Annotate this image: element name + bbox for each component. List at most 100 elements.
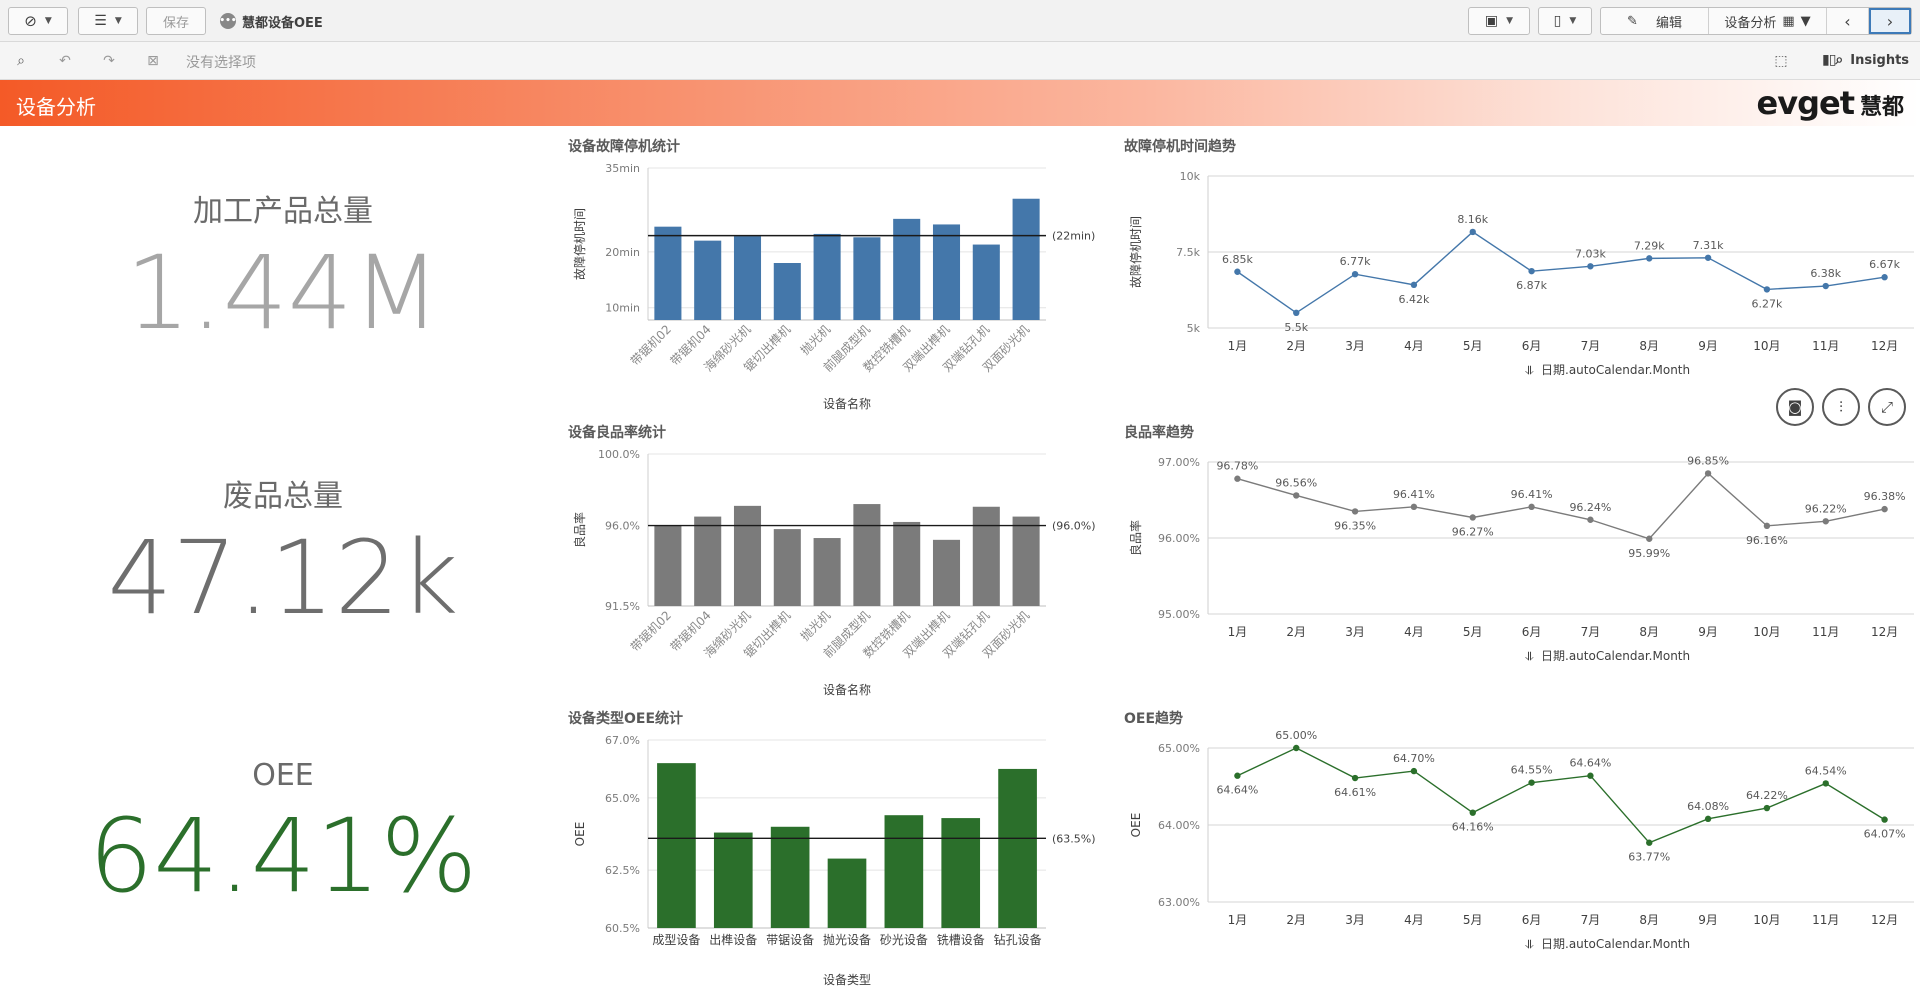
compass-icon: ⊘ xyxy=(24,12,37,30)
chart-tools: ◙ ⫶ ⤢ xyxy=(1776,388,1906,426)
adjust-icon[interactable]: ⫶ xyxy=(1822,388,1860,426)
reference-label: (96.0%) xyxy=(1052,520,1096,533)
y-tick-label: 64.00% xyxy=(1158,819,1200,832)
y-tick-label: 60.5% xyxy=(605,922,640,935)
data-label: 95.99% xyxy=(1628,547,1670,560)
no-selections-text: 没有选择项 xyxy=(186,55,256,71)
sheet-menu-button[interactable]: 设备分析 ▦ ▼ xyxy=(1709,8,1827,34)
clear-selections-icon[interactable]: ⊠ xyxy=(147,53,159,69)
chevron-down-icon: ▼ xyxy=(44,16,52,26)
data-label: 96.35% xyxy=(1334,519,1376,532)
yield-trend-chart[interactable]: 良品率趋势 95.00% 96.00% 97.00% 96.78% 1月 96.56% 2月… xyxy=(1124,422,1914,702)
bookmark-button[interactable]: ▯ ▼ xyxy=(1538,7,1592,35)
smart-search-icon[interactable]: ⌕ xyxy=(17,53,25,69)
x-tick-label: 7月 xyxy=(1581,339,1601,353)
app-title: ••• 慧都设备OEE xyxy=(219,11,323,31)
data-point xyxy=(1351,774,1359,782)
series-line xyxy=(1237,747,1885,844)
downtime-trend-chart[interactable]: 故障停机时间趋势 5k 7.5k 10k 6.85k 1月 5.5k 2月 6.77k 3月 6.… xyxy=(1124,136,1914,416)
data-label: 6.85k xyxy=(1222,253,1253,266)
y-axis-title: OEE xyxy=(573,822,587,847)
save-button[interactable]: 保存 xyxy=(146,7,206,35)
x-tick-label: 4月 xyxy=(1404,913,1424,927)
y-tick-label: 65.00% xyxy=(1158,742,1200,755)
present-button[interactable]: ▣ ▼ xyxy=(1468,7,1530,35)
bar xyxy=(941,818,981,928)
data-point xyxy=(1587,516,1594,523)
downtime-by-device-chart[interactable]: 设备故障停机统计 10min 20min 35min 带锯机02 带锯机04 海绵砂光机锯… xyxy=(568,136,1108,416)
x-tick-label: 8月 xyxy=(1639,625,1659,639)
data-point xyxy=(1587,263,1594,270)
step-forward-icon[interactable]: ↷ xyxy=(103,53,115,69)
chart-svg: 95.00% 96.00% 97.00% 96.78% 1月 96.56% 2月 96.35%… xyxy=(1128,454,1914,663)
data-point xyxy=(1704,470,1712,477)
step-back-icon[interactable]: ↶ xyxy=(59,53,71,69)
x-tick-label: 3月 xyxy=(1345,339,1365,353)
bar xyxy=(654,525,682,606)
chart-title: OEE趋势 xyxy=(1124,711,1184,727)
navigation-menu-button[interactable]: ⊘ ▼ xyxy=(8,7,68,35)
insights-icon: ▮▯⌕ xyxy=(1822,52,1843,68)
previous-sheet-button[interactable]: ‹ xyxy=(1827,8,1869,34)
bar xyxy=(1012,198,1040,320)
oee-by-type-chart[interactable]: 设备类型OEE统计 60.5% 62.5% 65.0% 67.0% 成型设备 出榫设备 带锯… xyxy=(568,708,1108,990)
selection-tool-icon[interactable]: ⬚ xyxy=(1774,53,1788,69)
chevron-down-icon: ▼ xyxy=(1506,16,1514,26)
sheet-title: 设备分析 xyxy=(16,95,96,119)
data-label: 6.38k xyxy=(1810,267,1841,280)
x-tick-label: 4月 xyxy=(1404,339,1424,353)
x-tick-label: 3月 xyxy=(1345,625,1365,639)
sheet-menu-label: 设备分析 xyxy=(1724,15,1777,31)
y-axis-title: OEE xyxy=(1129,813,1143,838)
x-tick-label: 7月 xyxy=(1581,913,1601,927)
x-tick-label: 11月 xyxy=(1812,913,1839,927)
x-tick-label: 9月 xyxy=(1698,339,1718,353)
x-axis-title: 设备名称 xyxy=(823,682,871,697)
x-axis-title: 设备名称 xyxy=(823,396,871,411)
x-tick-label: 8月 xyxy=(1639,339,1659,353)
data-label: 96.16% xyxy=(1746,534,1788,547)
data-label: 64.64% xyxy=(1569,757,1611,770)
data-label: 65.00% xyxy=(1275,729,1317,742)
next-sheet-button[interactable]: › xyxy=(1869,8,1911,34)
bar xyxy=(884,815,924,928)
chart-title: 良品率趋势 xyxy=(1124,425,1194,441)
save-button-label: 保存 xyxy=(162,15,189,31)
insights-button[interactable]: ▮▯⌕ Insights xyxy=(1822,52,1909,68)
x-tick-label: 12月 xyxy=(1871,339,1898,353)
data-label: 6.87k xyxy=(1516,279,1547,292)
x-tick-label: 2月 xyxy=(1286,625,1306,639)
bar xyxy=(770,826,810,928)
x-tick-label: 成型设备 xyxy=(652,933,700,947)
x-axis-title: 日期.autoCalendar.Month xyxy=(1541,363,1690,377)
yield-by-device-chart[interactable]: 设备良品率统计 91.5% 96.0% 100.0% 带锯机02 带锯机04 海绵砂光机锯… xyxy=(568,422,1108,702)
bar xyxy=(932,539,961,606)
expand-icon[interactable]: ⤢ xyxy=(1868,388,1906,426)
y-tick-label: 67.0% xyxy=(605,734,640,747)
camera-icon[interactable]: ◙ xyxy=(1776,388,1814,426)
y-axis-title: 故障停机时间 xyxy=(572,208,587,280)
data-point xyxy=(1528,267,1535,275)
bar xyxy=(773,263,801,320)
x-tick-label: 砂光设备 xyxy=(880,933,928,947)
data-label: 6.27k xyxy=(1751,297,1782,310)
kpi-label: OEE xyxy=(252,758,314,793)
bar xyxy=(853,237,881,320)
data-label: 6.77k xyxy=(1340,255,1371,268)
reference-label: (22min) xyxy=(1052,230,1095,243)
chart-title: 设备良品率统计 xyxy=(568,425,666,441)
bar xyxy=(972,506,1000,606)
data-point xyxy=(1646,839,1653,846)
global-menu-button[interactable]: ☰ ▼ xyxy=(78,7,138,35)
bar xyxy=(893,521,921,606)
edit-button[interactable]: ✎ 编辑 xyxy=(1601,8,1709,34)
data-label: 7.31k xyxy=(1693,239,1724,252)
x-tick-label: 11月 xyxy=(1812,625,1839,639)
x-tick-label: 5月 xyxy=(1463,625,1483,639)
company-logo: evget 慧都 xyxy=(1757,84,1904,122)
y-tick-label: 95.00% xyxy=(1158,608,1200,621)
x-tick-label: 2月 xyxy=(1286,913,1306,927)
x-tick-label: 1月 xyxy=(1228,625,1248,639)
oee-trend-chart[interactable]: OEE趋势 63.00% 64.00% 65.00% 64.64% 1月 65.00% 2月… xyxy=(1124,708,1914,990)
data-label: 6.67k xyxy=(1869,258,1900,271)
